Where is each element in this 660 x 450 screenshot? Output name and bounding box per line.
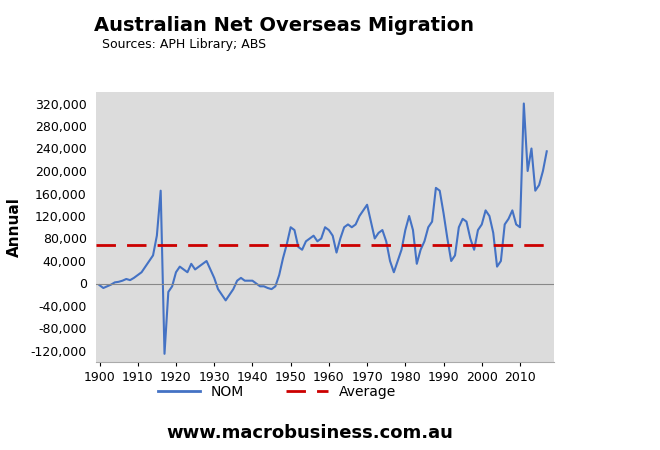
- NOM: [191, 267, 199, 272]
- Legend: NOM, Average: NOM, Average: [152, 380, 402, 405]
- NOM: [451, 253, 459, 258]
- Line: NOM: NOM: [100, 104, 546, 354]
- Y-axis label: Annual: Annual: [7, 197, 22, 257]
- NOM: [444, 236, 451, 241]
- Text: Sources: APH Library; ABS: Sources: APH Library; ABS: [102, 38, 267, 51]
- NOM: [252, 281, 260, 286]
- NOM: [96, 283, 104, 288]
- Text: BUSINESS: BUSINESS: [572, 64, 642, 76]
- NOM: [520, 101, 528, 106]
- Text: MACRO: MACRO: [576, 35, 638, 50]
- Text: www.macrobusiness.com.au: www.macrobusiness.com.au: [167, 424, 453, 442]
- NOM: [145, 258, 153, 264]
- NOM: [543, 148, 550, 154]
- NOM: [160, 351, 168, 356]
- Text: Australian Net Overseas Migration: Australian Net Overseas Migration: [94, 16, 474, 35]
- NOM: [409, 227, 417, 233]
